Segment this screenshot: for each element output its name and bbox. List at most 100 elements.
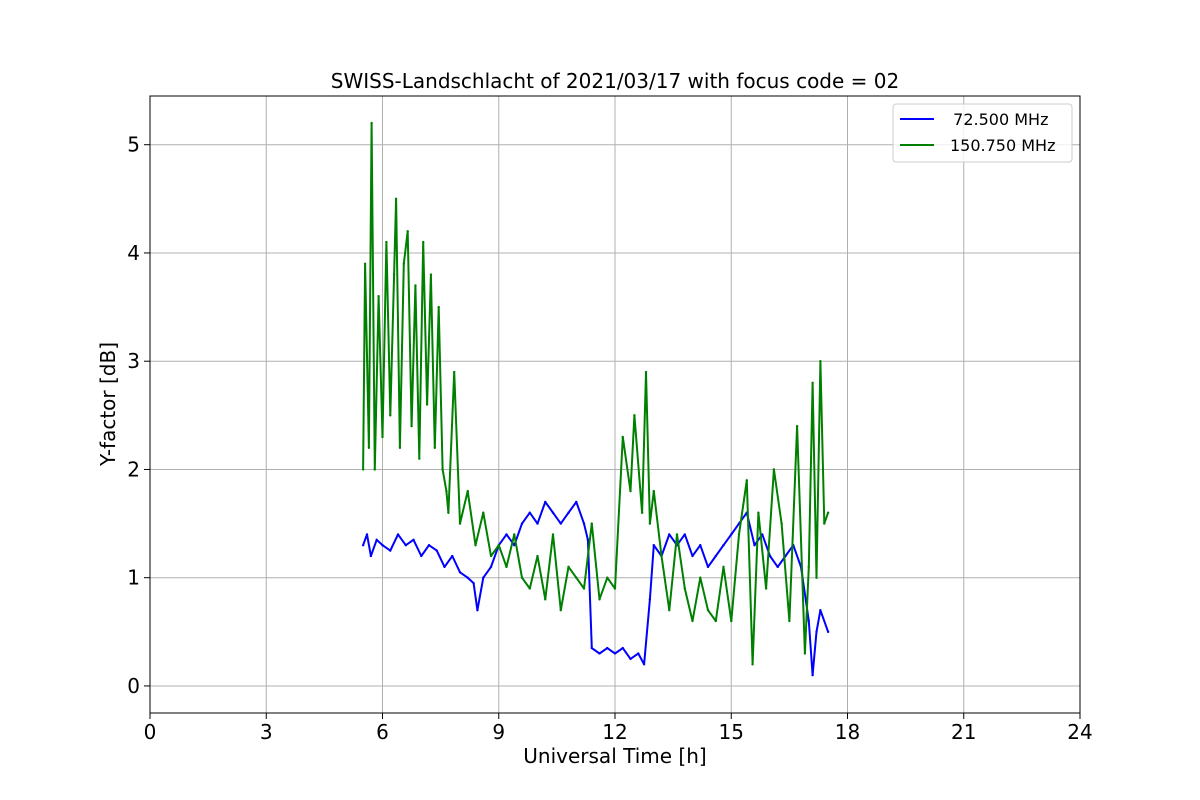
series-0-point: [819, 608, 822, 612]
series-1-point: [474, 544, 477, 547]
series-1-point: [737, 533, 741, 536]
series-1-point: [452, 370, 456, 374]
series-0-point: [389, 549, 392, 552]
y-tick-label: 0: [127, 674, 140, 698]
series-1-point: [363, 262, 367, 265]
legend: 72.500 MHz 150.750 MHz: [892, 103, 1073, 163]
series-1-point: [613, 587, 617, 590]
series-1-point: [551, 533, 555, 536]
y-tick-label: 4: [127, 241, 140, 265]
series-1-point: [706, 608, 710, 612]
series-1-point: [567, 565, 570, 569]
series-1-point: [582, 587, 586, 590]
series-1-point: [497, 544, 500, 547]
series-1-point: [381, 435, 384, 439]
series-0-point: [598, 652, 601, 655]
series-1-point: [394, 197, 398, 201]
series-0-point: [381, 544, 384, 547]
series-1-point: [811, 381, 814, 385]
series-1-point: [406, 230, 409, 233]
series-1-point: [559, 608, 562, 612]
series-0-point: [575, 500, 578, 504]
series-0-point: [559, 522, 562, 525]
series-1-point: [425, 403, 429, 406]
chart-title: SWISS-Landschlacht of 2021/03/17 with fo…: [331, 69, 899, 93]
series-1-point: [788, 619, 791, 623]
series-1-point: [606, 576, 609, 579]
series-0-point: [811, 673, 814, 677]
y-tick-label: 1: [127, 566, 140, 590]
x-tick-label: 24: [1067, 720, 1092, 744]
series-0-point: [826, 630, 830, 634]
series-0-point: [528, 511, 531, 514]
series-0-point: [730, 533, 733, 536]
series-0-point: [629, 657, 632, 661]
series-0-point: [668, 533, 671, 536]
series-1-point: [433, 446, 437, 449]
series-1-point: [392, 273, 396, 276]
series-1-point: [807, 565, 810, 569]
series-1-point: [361, 468, 365, 471]
series-1-point: [714, 619, 717, 623]
series-0-point: [375, 538, 378, 542]
series-layer: [361, 121, 830, 677]
series-0-point: [404, 544, 407, 547]
series-1-point: [640, 511, 644, 514]
series-0-point: [699, 544, 702, 547]
series-0-point: [683, 533, 686, 536]
series-0-point: [544, 500, 547, 504]
series-1-point: [385, 240, 388, 244]
series-1-point: [528, 587, 531, 590]
series-1-point: [780, 522, 783, 525]
series-0-point: [768, 554, 772, 558]
series-1-point: [410, 424, 413, 428]
series-line-1: [362, 122, 830, 666]
y-tick-label: 2: [127, 457, 140, 481]
series-0-point: [637, 652, 640, 655]
series-0-point: [361, 544, 365, 547]
series-1-point: [389, 414, 392, 417]
series-0-point: [505, 533, 508, 536]
series-0-point: [606, 646, 609, 650]
series-1-point: [795, 424, 799, 428]
series-1-point: [644, 370, 648, 374]
series-1-point: [418, 457, 421, 460]
series-1-point: [458, 522, 462, 525]
series-0-point: [476, 608, 479, 612]
series-1-point: [629, 489, 632, 493]
series-1-point: [751, 663, 754, 666]
series-0-point: [482, 576, 485, 579]
x-tick-label: 3: [260, 720, 273, 744]
series-0-point: [815, 630, 818, 634]
series-0-point: [466, 576, 469, 579]
series-1-point: [675, 533, 679, 536]
y-tick-label: 3: [127, 349, 140, 373]
series-1-point: [722, 565, 725, 569]
y-tick-label: 5: [127, 133, 140, 157]
series-0-point: [458, 571, 462, 574]
series-1-point: [660, 554, 663, 558]
series-1-point: [764, 587, 768, 590]
series-0-point: [691, 554, 694, 558]
series-1-point: [590, 522, 593, 525]
series-0-point: [807, 619, 810, 623]
x-tick-label: 6: [376, 720, 389, 744]
series-1-point: [815, 576, 818, 579]
series-1-point: [520, 576, 524, 579]
series-0-point: [567, 511, 570, 514]
series-1-point: [437, 305, 440, 309]
series-0-point: [648, 598, 652, 601]
series-1-point: [823, 522, 826, 525]
series-0-point: [536, 522, 539, 525]
series-0-point: [621, 646, 624, 650]
series-1-point: [447, 511, 450, 514]
series-1-point: [691, 619, 694, 623]
series-1-point: [544, 598, 547, 601]
series-0-point: [420, 554, 423, 558]
series-1-point: [683, 587, 686, 590]
x-tick-label: 12: [602, 720, 627, 744]
series-0-point: [513, 544, 516, 547]
legend-label-150-750-mhz: 150.750 MHz: [950, 136, 1055, 155]
